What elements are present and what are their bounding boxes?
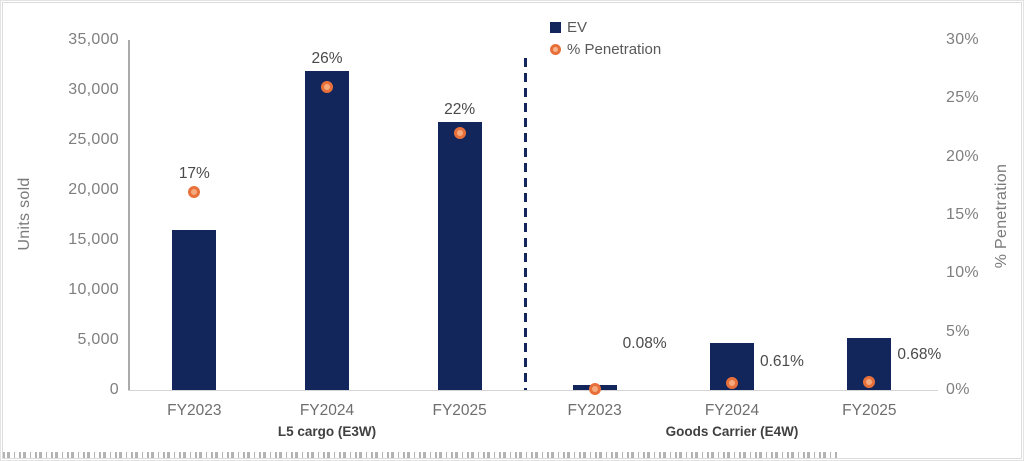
penetration-data-label: 0.61% xyxy=(760,353,804,370)
legend: EV % Penetration xyxy=(550,18,661,59)
left-axis-tick-label: 20,000 xyxy=(68,181,119,198)
x-axis-category-label: FY2024 xyxy=(299,402,355,419)
group-divider-dashed-line xyxy=(524,58,527,390)
x-axis-category-label: FY2023 xyxy=(167,402,222,419)
right-axis-tick-label: 15% xyxy=(946,206,979,223)
right-axis-tick-label: 30% xyxy=(946,31,979,48)
penetration-marker xyxy=(453,127,466,140)
left-axis-tick-label: 35,000 xyxy=(68,31,119,48)
left-axis-tick-label: 0 xyxy=(109,381,119,398)
penetration-data-label: 0.08% xyxy=(622,335,667,352)
x-axis-group-label: L5 cargo (E3W) xyxy=(277,424,377,439)
penetration-marker xyxy=(863,376,876,389)
right-axis-tick-label: 25% xyxy=(946,89,979,107)
penetration-data-label: 22% xyxy=(444,101,476,118)
penetration-marker xyxy=(321,80,333,93)
x-axis-category-label: FY2023 xyxy=(567,402,622,419)
ev-bar xyxy=(172,230,217,390)
legend-label-penetration: % Penetration xyxy=(567,41,662,58)
right-axis-tick-label: 0% xyxy=(946,381,970,398)
legend-label-ev: EV xyxy=(567,19,588,36)
penetration-marker xyxy=(188,185,201,198)
left-axis-tick-label: 30,000 xyxy=(68,81,119,98)
penetration-series-marker-icon xyxy=(550,44,561,55)
right-axis-tick-label: 5% xyxy=(946,322,970,340)
ev-bar xyxy=(305,71,349,390)
penetration-data-label: 26% xyxy=(311,50,343,67)
x-axis-category-label: FY2025 xyxy=(432,402,487,419)
left-axis-tick-label: 10,000 xyxy=(68,281,119,298)
x-axis-category-label: FY2025 xyxy=(842,402,897,419)
left-axis-tick-label: 25,000 xyxy=(68,131,119,148)
penetration-marker xyxy=(726,376,738,389)
ev-series-swatch-icon xyxy=(550,22,561,33)
legend-item-penetration: % Penetration xyxy=(550,40,661,59)
left-axis-tick-label: 15,000 xyxy=(68,231,119,248)
ev-bar xyxy=(437,122,482,390)
x-axis-baseline xyxy=(128,390,938,391)
legend-item-ev: EV xyxy=(550,18,661,37)
right-axis-tick-label: 20% xyxy=(946,147,979,165)
x-axis-group-label: Goods Carrier (E4W) xyxy=(665,424,799,439)
x-axis-category-label: FY2024 xyxy=(704,402,760,419)
clipped-footnote-text xyxy=(3,452,839,458)
penetration-marker xyxy=(588,383,601,396)
right-axis-tick-label: 10% xyxy=(946,264,979,282)
left-axis-line xyxy=(128,40,130,391)
left-axis-tick-label: 5,000 xyxy=(77,331,119,348)
penetration-data-label: 0.68% xyxy=(897,346,942,363)
penetration-data-label: 17% xyxy=(178,164,210,182)
